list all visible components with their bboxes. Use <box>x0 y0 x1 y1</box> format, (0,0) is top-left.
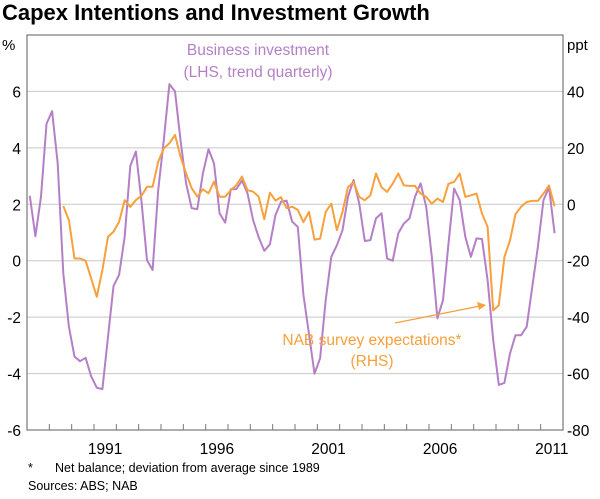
plot-frame <box>26 34 564 431</box>
footnote-sources: Sources: ABS; NAB <box>28 479 138 493</box>
left-tick-label: -2 <box>7 310 21 327</box>
x-tick-label: 1991 <box>88 441 122 458</box>
x-tick-label: 1996 <box>200 441 234 458</box>
right-tick-label: 40 <box>567 84 585 101</box>
right-axis-unit: ppt <box>567 37 589 54</box>
left-tick-label: -4 <box>7 367 21 384</box>
right-tick-label: -20 <box>567 254 590 271</box>
x-tick-label: 2011 <box>535 441 568 458</box>
x-tick-label: 2006 <box>423 441 457 458</box>
right-tick-label: 20 <box>567 141 585 158</box>
left-tick-label: 6 <box>12 84 21 101</box>
series-lines <box>28 83 556 391</box>
chart-title: Capex Intentions and Investment Growth <box>2 0 430 25</box>
right-tick-label: 0 <box>567 197 576 214</box>
annotation-arrow <box>394 302 486 324</box>
business-investment-line <box>28 83 556 391</box>
footnote-marker: * <box>28 461 33 475</box>
series-label-business-investment: Business investment <box>187 42 330 59</box>
gridlines <box>27 90 563 375</box>
x-tick-label: 2001 <box>311 441 345 458</box>
left-tick-label: 4 <box>12 141 21 158</box>
x-ticks <box>48 424 542 430</box>
nab-survey-line <box>62 133 556 312</box>
series-sublabel-nab: (RHS) <box>350 353 393 370</box>
footnote-note: Net balance; deviation from average sinc… <box>55 461 320 475</box>
right-tick-label: -40 <box>567 310 590 327</box>
series-label-nab: NAB survey expectations* <box>282 332 461 349</box>
left-axis-unit: % <box>2 37 15 54</box>
left-tick-label: 2 <box>12 197 21 214</box>
left-tick-label: -6 <box>7 423 21 440</box>
right-tick-label: -60 <box>567 367 590 384</box>
series-sublabel-business-investment: (LHS, trend quarterly) <box>183 64 332 81</box>
right-tick-label: -80 <box>567 423 590 440</box>
left-tick-label: 0 <box>12 254 21 271</box>
